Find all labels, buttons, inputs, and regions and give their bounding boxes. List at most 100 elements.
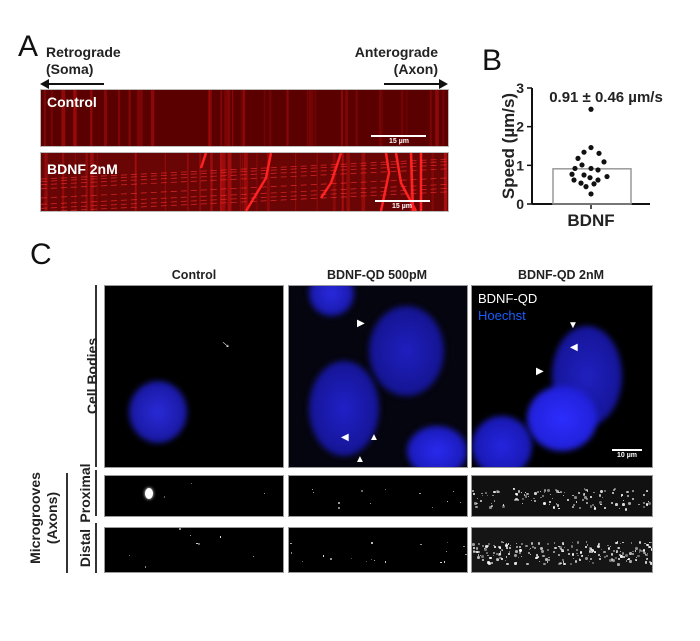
kymograph-streak [242,90,246,146]
qd-particle [472,542,475,546]
qd-particle [475,506,478,509]
qd-particle [555,502,558,505]
qd-particle [472,492,475,495]
qd-particle [594,505,596,507]
row-label-cell-bodies: Cell Bodies [84,337,100,415]
kymograph-streak [405,90,408,146]
qd-particle [630,542,632,544]
kymograph-streak [309,90,314,146]
qd-particle [649,541,651,543]
qd-particle [506,562,509,566]
anterograde-text: Anterograde [354,44,438,60]
qd-particle [577,554,579,556]
qd-particle [635,557,637,559]
qd-particle [591,549,595,553]
qd-particle [498,491,501,493]
kymograph-streak [266,153,270,211]
qd-particle [534,499,537,502]
qd-particle [600,555,602,558]
qd-particle [556,504,560,507]
qd-particle [498,545,501,549]
qd-particle [543,502,547,506]
arrowhead-icon: ▲ [369,432,379,443]
qd-particle [646,558,649,561]
legend-bdnf-qd: BDNF-QD [478,291,538,306]
qd-particle [572,558,574,560]
qd-particle [531,546,534,548]
qd-particle [289,542,292,545]
qd-particle [631,489,634,492]
data-point [583,184,589,190]
qd-particle [481,555,484,558]
qd-particle [514,553,517,557]
kymograph-streak [244,153,248,211]
qd-particle [623,556,625,558]
qd-particle [501,541,503,543]
qd-particle [528,496,530,498]
bar-bdnf [552,168,632,205]
data-point [572,165,578,172]
qd-particle [617,546,621,550]
data-point [588,106,594,112]
qd-particle [585,556,589,560]
qd-particle [219,536,222,538]
qd-particle [585,541,588,543]
qd-particle [610,552,613,556]
qd-particle [581,498,584,501]
qd-particle [643,493,645,496]
qd-particle [301,561,303,563]
qd-particle [602,497,604,498]
qd-particle [502,541,504,543]
qd-particle [517,557,519,559]
500pm-distal-image [288,527,468,573]
data-point [575,155,581,161]
qd-particle [491,505,494,508]
qd-particle [621,494,623,496]
nucleus [472,416,532,467]
qd-particle [576,541,580,545]
qd-particle [525,491,527,493]
kymograph-streak [444,153,448,211]
kymograph-streak [61,90,66,146]
qd-particle [587,554,589,556]
qd-particle [589,505,593,508]
qd-particle [445,550,448,552]
qd-particle [529,553,532,556]
qd-particle [635,547,638,550]
kymograph-streak [220,153,222,211]
kymograph-streak [255,153,258,211]
qd-particle [593,507,597,510]
kymograph-streak [73,90,78,146]
qd-particle [479,554,482,557]
qd-particle [512,488,516,491]
legend-hoechst: Hoechst [478,308,526,323]
qd-particle [616,541,619,543]
kymograph-streak [242,153,244,211]
qd-particle [520,492,522,494]
kymograph-streak [137,90,141,146]
qd-particle [575,560,578,563]
qd-particle [570,545,573,548]
qd-particle [446,500,449,502]
qd-particle [591,561,595,565]
qd-particle [584,496,587,500]
qd-particle [497,558,500,562]
qd-particle [646,543,649,546]
qd-particle [444,561,446,563]
scale-bar [375,200,430,202]
qd-particle [588,550,592,553]
qd-particle [629,551,632,555]
qd-particle [582,493,586,496]
y-tick-label: 3 [516,80,524,96]
qd-particle [374,560,376,562]
qd-particle [544,557,548,561]
qd-particle [603,551,606,554]
qd-particle [645,489,649,493]
qd-particle [558,545,560,548]
qd-particle [571,506,574,508]
qd-particle [460,502,462,504]
control-kymograph-streaks [43,90,445,146]
qd-particle [572,494,574,497]
data-point [591,181,597,187]
qd-particle [473,547,475,549]
